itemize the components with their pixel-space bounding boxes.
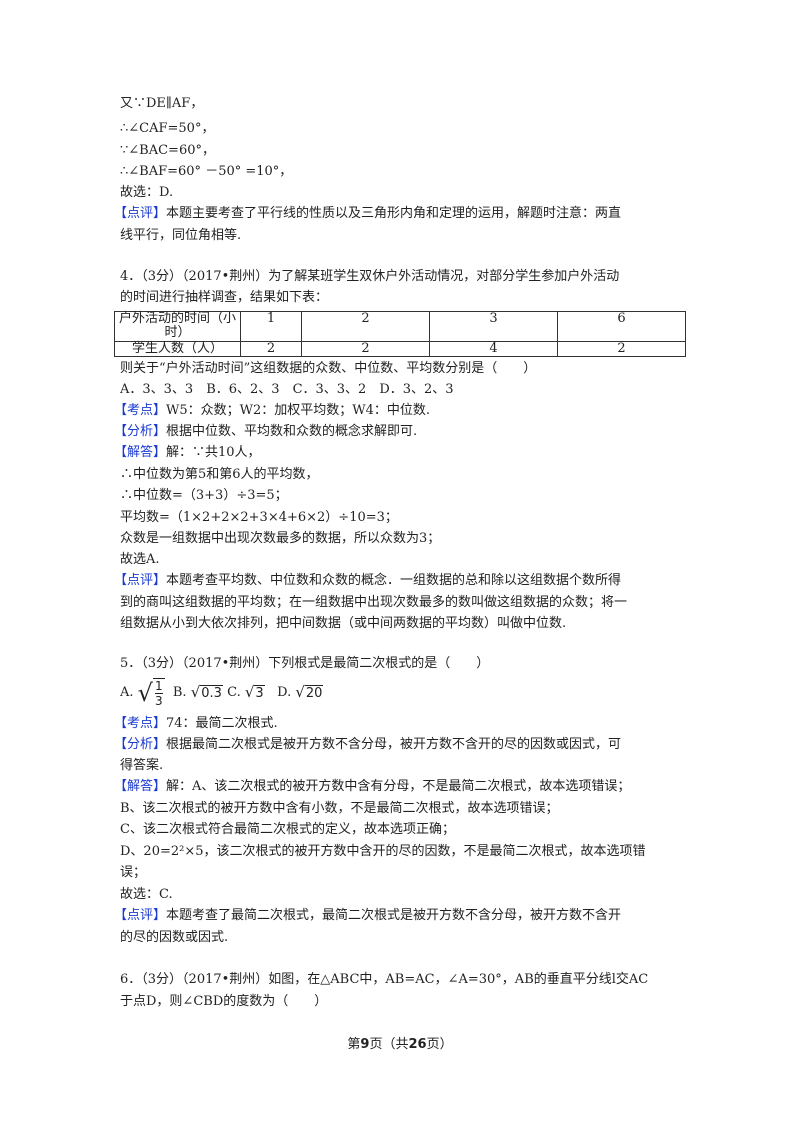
text-line: B、该二次根式的被开方数中含有小数，不是最简二次根式，故本选项错误； xyxy=(120,801,559,816)
text-line: C、该二次根式符合最简二次根式的定义，故本选项正确； xyxy=(120,822,455,837)
text-line: ∴∠CAF=50°， xyxy=(120,121,215,136)
options-line: A. √ 1 3 B. √0.3 C. √3 D. √20 xyxy=(120,677,324,708)
sqrt-3: √3 xyxy=(244,682,265,701)
text-line: ∵∠BAC=60°， xyxy=(120,143,215,158)
survey-table: 户外活动的时间（小 时） 1 2 3 6 学生人数（人） 2 2 4 2 xyxy=(114,311,686,357)
text-line: 于点D，则∠CBD的度数为（ ） xyxy=(120,994,328,1009)
table-cell: 4 xyxy=(429,341,558,357)
comment-line: 【点评】本题考查平均数、中位数和众数的概念．一组数据的总和除以这组数据个数所得 xyxy=(114,573,622,588)
comment-text: 本题主要考查了平行线的性质以及三角形内角和定理的运用，解题时注意：两直 xyxy=(166,206,622,221)
text-line: 组数据从小到大依次排列，把中间数据（或中间两数据的平均数）叫做中位数. xyxy=(120,616,567,631)
sqrt-one-third: √ 1 3 xyxy=(137,677,165,708)
analysis-line: 【分析】根据中位数、平均数和众数的概念求解即可. xyxy=(114,424,418,439)
question-4-stem: 4．（3分）（2017•荆州）为了解某班学生双休户外活动情况，对部分学生参加户外… xyxy=(120,269,620,284)
point-line: 【考点】W5：众数；W2：加权平均数；W4：中位数. xyxy=(114,403,431,418)
text-line: ∴∠BAF=60° －50° =10°， xyxy=(120,164,293,179)
question-6-stem: 6．（3分）（2017•荆州）如图，在△ABC中，AB=AC，∠A=30°，AB… xyxy=(120,972,649,987)
text-line: ∴中位数为第5和第6人的平均数， xyxy=(120,467,319,482)
text-line: 又∵DE∥AF， xyxy=(120,96,204,111)
table-header-cell: 学生人数（人） xyxy=(114,341,241,357)
text-line: 到的商叫这组数据的平均数；在一组数据中出现次数最多的数叫做这组数据的众数；将一 xyxy=(120,595,628,610)
text-line: 故选：D. xyxy=(120,185,174,200)
comment-line: 【点评】本题主要考查了平行线的性质以及三角形内角和定理的运用，解题时注意：两直 xyxy=(114,205,621,223)
options-line: A．3、3、3 B．6、2、3 C．3、3、2 D．3、2、3 xyxy=(120,382,454,397)
table-cell: 3 xyxy=(429,311,558,342)
text-line: 平均数=（1×2+2×2+3×4+6×2）÷10=3； xyxy=(120,510,398,525)
text-line: 的尽的因数或因式. xyxy=(120,930,229,945)
table-cell: 1 xyxy=(240,311,302,342)
text-line: 的时间进行抽样调查，结果如下表： xyxy=(120,290,329,305)
text-line: 众数是一组数据中出现次数最多的数据，所以众数为3； xyxy=(120,531,441,546)
text-line: 得答案. xyxy=(120,758,164,773)
analysis-line: 【分析】根据最简二次根式是被开方数不含分母，被开方数不含开的尽的因数或因式，可 xyxy=(114,737,622,752)
table-cell: 2 xyxy=(240,341,302,357)
sqrt-20: √20 xyxy=(295,682,324,701)
text-line: 故选：C. xyxy=(120,887,173,902)
table-cell: 2 xyxy=(557,341,686,357)
text-line: D、20=2²×5，该二次根式的被开方数中含开的尽的因数，不是最简二次根式，故本… xyxy=(120,844,646,859)
text-line: 故选A. xyxy=(120,552,160,567)
comment-tag: 【点评】 xyxy=(114,206,167,221)
point-line: 【考点】74：最简二次根式. xyxy=(114,716,278,731)
text-line: ∴中位数=（3+3）÷3=5； xyxy=(120,488,288,503)
text-line: 误； xyxy=(120,865,147,880)
question-5-stem: 5．（3分）（2017•荆州）下列根式是最简二次根式的是（ ） xyxy=(120,656,490,671)
page-footer: 第9页（共26页） xyxy=(347,1037,453,1052)
table-cell: 6 xyxy=(557,311,686,342)
text-line: 线平行，同位角相等. xyxy=(120,228,242,243)
comment-line: 【点评】本题考查了最简二次根式，最简二次根式是被开方数不含分母，被开方数不含开 xyxy=(114,908,622,923)
table-cell: 2 xyxy=(301,311,430,342)
sqrt-0.3: √0.3 xyxy=(190,682,223,701)
text-line: 则关于“户外活动时间”这组数据的众数、中位数、平均数分别是（ ） xyxy=(120,361,537,376)
table-cell: 2 xyxy=(301,341,430,357)
answer-line: 【解答】解：∵共10人， xyxy=(114,445,261,460)
table-header-cell: 户外活动的时间（小 时） xyxy=(114,311,241,342)
answer-line: 【解答】解：A、该二次根式的被开方数中含有分母，不是最简二次根式，故本选项错误； xyxy=(114,779,631,794)
